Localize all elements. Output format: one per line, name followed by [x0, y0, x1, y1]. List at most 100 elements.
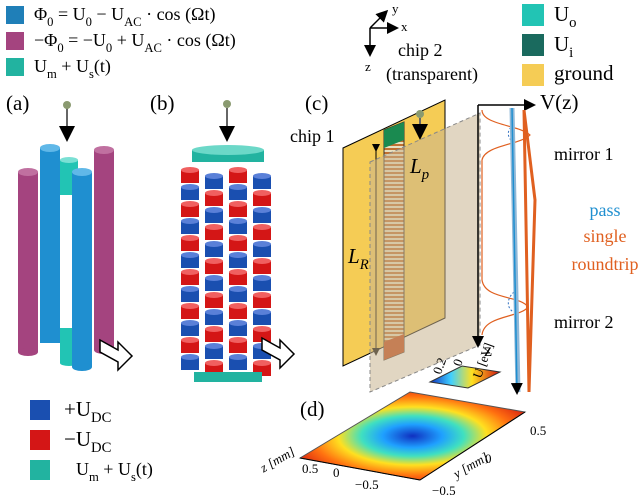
electrode-top	[181, 218, 199, 224]
tick-label: 0.5	[302, 461, 318, 476]
formula-part: U	[554, 32, 569, 56]
legend-top-left: Φ0 = U0 − UAC · cos (Ωt) −Φ0 = −U0 + UAC…	[6, 4, 236, 81]
formula-part: −U	[64, 427, 91, 451]
axis-label: z	[365, 59, 371, 74]
label: pass	[590, 200, 621, 220]
panel-label: (c)	[305, 91, 328, 115]
label: roundtrip	[572, 254, 638, 274]
formula-part: −Φ	[34, 30, 57, 50]
subscript: DC	[91, 440, 111, 456]
swatch	[6, 32, 24, 50]
subscript: p	[421, 167, 429, 183]
legend-label: Um + Us(t)	[34, 56, 111, 81]
panel-label: (a)	[6, 91, 29, 115]
label: mirror 2	[554, 312, 613, 332]
end-cap	[194, 372, 262, 382]
formula-part: (t)	[94, 56, 111, 77]
panel-label: (d)	[300, 397, 325, 421]
swatch	[522, 4, 544, 26]
figure: Φ0 = U0 − UAC · cos (Ωt) −Φ0 = −U0 + UAC…	[0, 0, 638, 499]
formula-part: L	[409, 154, 422, 178]
formula-part: + U	[99, 459, 131, 479]
electrode-top	[253, 173, 271, 179]
subscript: o	[569, 15, 576, 31]
legend-label: +UDC	[64, 397, 111, 427]
arrow	[100, 340, 132, 370]
legend-label: −UDC	[64, 427, 111, 457]
electrode-top	[205, 173, 223, 179]
subscript: R	[359, 257, 369, 273]
electrode-top	[205, 275, 223, 281]
formula-part: Φ	[34, 4, 47, 24]
electrode-top	[205, 258, 223, 264]
electrode-top	[181, 286, 199, 292]
electrode-top	[181, 167, 199, 173]
label: mirror 1	[554, 144, 613, 164]
formula-part: U	[34, 56, 47, 76]
label: V(z)	[540, 90, 578, 114]
electrode-top	[181, 269, 199, 275]
electrode-top	[181, 201, 199, 207]
tick-label: −0.5	[355, 477, 379, 492]
label: chip 2	[398, 40, 443, 60]
legend-label: Ui	[554, 32, 573, 62]
electrode-top	[229, 167, 247, 173]
label: chip 1	[290, 126, 335, 146]
electrode-top	[181, 337, 199, 343]
electrode-top	[205, 292, 223, 298]
subscript: AC	[124, 15, 142, 29]
electrode-top	[181, 252, 199, 258]
legend-label: −Φ0 = −U0 + UAC · cos (Ωt)	[34, 30, 236, 55]
electrode-top	[181, 354, 199, 360]
formula-part: = U	[53, 4, 85, 24]
formula-part: L	[347, 244, 360, 268]
legend-label: Φ0 = U0 − UAC · cos (Ωt)	[34, 4, 215, 29]
formula-part: · cos (Ωt)	[162, 30, 236, 51]
electrode-top	[253, 360, 271, 366]
subscript: m	[47, 67, 57, 81]
formula-part: U	[554, 2, 569, 26]
legend-label: ground	[554, 61, 614, 85]
electrode-top	[205, 326, 223, 332]
axis-label: y	[392, 1, 399, 16]
electrode-top	[205, 190, 223, 196]
panel-label: (b)	[150, 91, 175, 115]
coordinate-axes	[370, 12, 396, 54]
electrode-top	[253, 292, 271, 298]
formula-part: · cos (Ωt)	[142, 4, 216, 25]
electrode-top	[253, 258, 271, 264]
formula-part: (t)	[136, 459, 153, 480]
electrode-top	[253, 190, 271, 196]
electrode-top	[253, 207, 271, 213]
electrode-top	[253, 326, 271, 332]
formula-part: +U	[64, 397, 91, 421]
legend-label: Uo	[554, 2, 577, 32]
formula-part: − U	[92, 4, 124, 24]
electrode-top	[205, 343, 223, 349]
electrode-top	[229, 184, 247, 190]
swatch	[522, 34, 544, 56]
electrode-top	[229, 218, 247, 224]
swatch	[522, 64, 544, 86]
formula-part: = −U	[64, 30, 106, 50]
panel-b	[181, 100, 271, 382]
electrode-top	[229, 303, 247, 309]
electrode-top	[229, 252, 247, 258]
formula-part: ground	[554, 61, 614, 85]
electrode-top	[229, 286, 247, 292]
electrode-top	[229, 235, 247, 241]
electrode-top	[229, 337, 247, 343]
formula-part: U	[76, 459, 89, 479]
electrode-top	[253, 241, 271, 247]
electrode-top	[181, 320, 199, 326]
subscript: DC	[91, 410, 111, 426]
label: single	[584, 226, 627, 246]
panel-a	[18, 101, 114, 371]
electrode-top	[253, 275, 271, 281]
subscript: m	[89, 470, 99, 484]
electrode-top	[205, 224, 223, 230]
electrode-top	[205, 309, 223, 315]
legend-top-right: Uo Ui ground	[522, 2, 614, 86]
subscript: AC	[144, 41, 162, 55]
electrode-top	[181, 235, 199, 241]
